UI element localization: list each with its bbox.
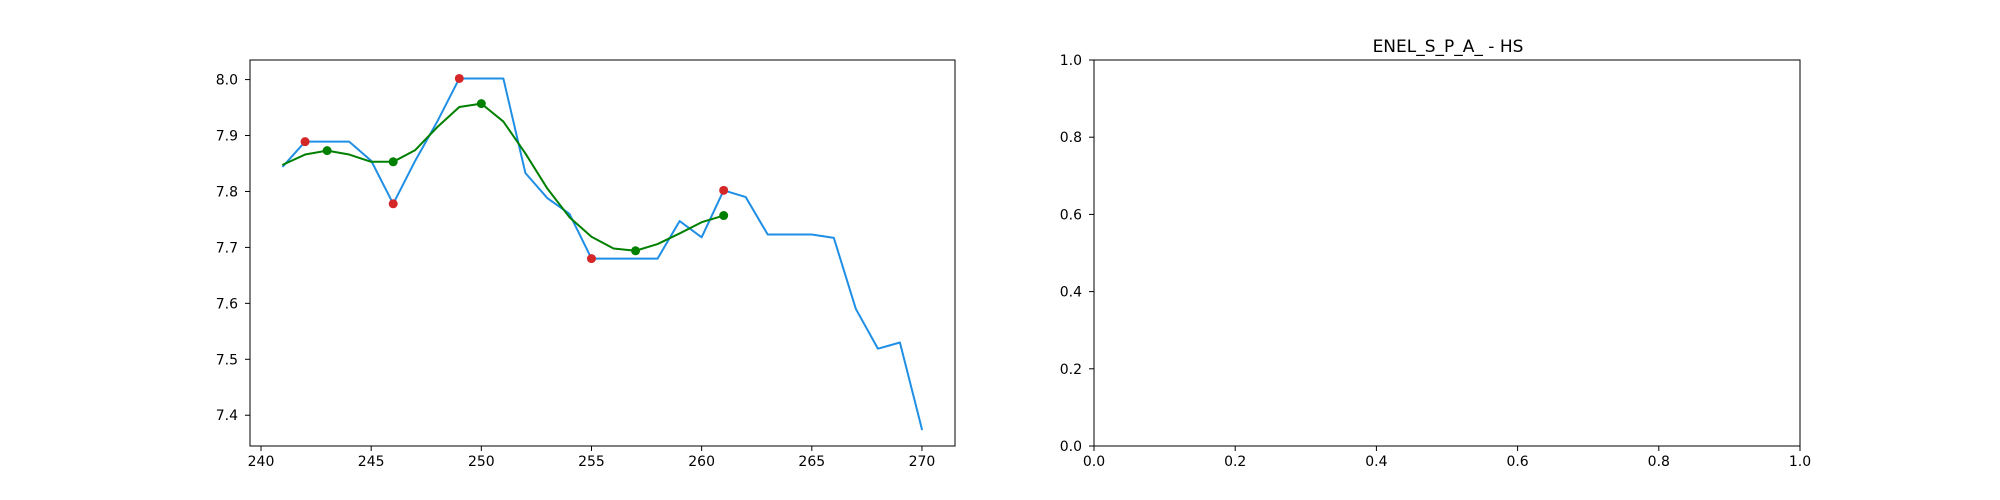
left-chart-series-3-point xyxy=(388,157,398,167)
left-chart-x-tick-label: 260 xyxy=(688,454,715,470)
right-chart-x-tick-label: 0.8 xyxy=(1648,454,1670,470)
left-chart-x-tick-label: 270 xyxy=(909,454,936,470)
right-chart-y-tick-label: 0.4 xyxy=(1060,285,1082,301)
left-chart-axes-frame xyxy=(249,59,956,447)
left-chart-y-tick-label: 7.7 xyxy=(216,240,238,256)
left-chart-plot-area xyxy=(282,73,923,431)
left-chart-x-tick-label: 265 xyxy=(798,454,825,470)
left-chart-series-0-line xyxy=(282,77,923,431)
right-chart: ENEL_S_P_A_ - HS 0.0 0.2 0.4 0.6 0.8 1.0 0.00… xyxy=(1060,37,1811,470)
right-chart-x-tick-label: 1.0 xyxy=(1789,454,1811,470)
right-chart-x-tick-label: 0.4 xyxy=(1365,454,1387,470)
right-chart-y-tick-label: 0.8 xyxy=(1060,130,1082,146)
left-chart: 240 245 250 255 260 265 270 7.4 7.5 7.6 7.7 7.8 7.9… xyxy=(216,59,956,470)
left-chart-x-tick-label: 255 xyxy=(578,454,605,470)
right-chart-y-tick-label: 0.6 xyxy=(1060,207,1082,223)
right-chart-y-tick-label: 1.0 xyxy=(1060,53,1082,69)
left-chart-series-2-point xyxy=(586,254,596,264)
left-chart-series-1-line xyxy=(282,102,725,252)
left-chart-y-tick-label: 7.6 xyxy=(216,296,238,312)
right-chart-y-axis: 0.0 0.2 0.4 0.6 0.8 1.0 xyxy=(1060,53,1094,455)
left-chart-series-2-point xyxy=(300,137,310,147)
left-chart-series-3-point xyxy=(719,211,729,221)
left-chart-series-2-point xyxy=(454,73,464,83)
left-chart-y-tick-label: 7.5 xyxy=(216,352,238,368)
right-chart-x-tick-label: 0.2 xyxy=(1224,454,1246,470)
right-chart-x-tick-label: 0.0 xyxy=(1083,454,1105,470)
left-chart-series-3-point xyxy=(322,146,332,156)
left-chart-x-tick-label: 250 xyxy=(468,454,495,470)
right-chart-axes-frame xyxy=(1093,59,1801,447)
left-chart-x-tick-label: 245 xyxy=(358,454,385,470)
right-chart-title: ENEL_S_P_A_ - HS xyxy=(1373,37,1524,57)
left-chart-series-3-point xyxy=(631,246,641,256)
left-chart-y-axis: 7.4 7.5 7.6 7.7 7.8 7.9 8.0 xyxy=(216,73,250,424)
left-chart-y-tick-label: 7.9 xyxy=(216,129,238,145)
right-chart-y-tick-label: 0.2 xyxy=(1060,362,1082,378)
left-chart-y-tick-label: 8.0 xyxy=(216,73,238,89)
left-chart-series-2-point xyxy=(388,199,398,209)
left-chart-y-tick-label: 7.8 xyxy=(216,184,238,200)
right-chart-x-axis: 0.0 0.2 0.4 0.6 0.8 1.0 xyxy=(1083,446,1811,470)
left-chart-x-tick-label: 240 xyxy=(248,454,275,470)
right-chart-x-tick-label: 0.6 xyxy=(1506,454,1528,470)
left-chart-series-3-point xyxy=(476,99,486,109)
left-chart-x-axis: 240 245 250 255 260 265 270 xyxy=(248,446,936,470)
left-chart-y-tick-label: 7.4 xyxy=(216,408,238,424)
right-chart-y-tick-label: 0.0 xyxy=(1060,439,1082,455)
left-chart-series-2-point xyxy=(719,185,729,195)
